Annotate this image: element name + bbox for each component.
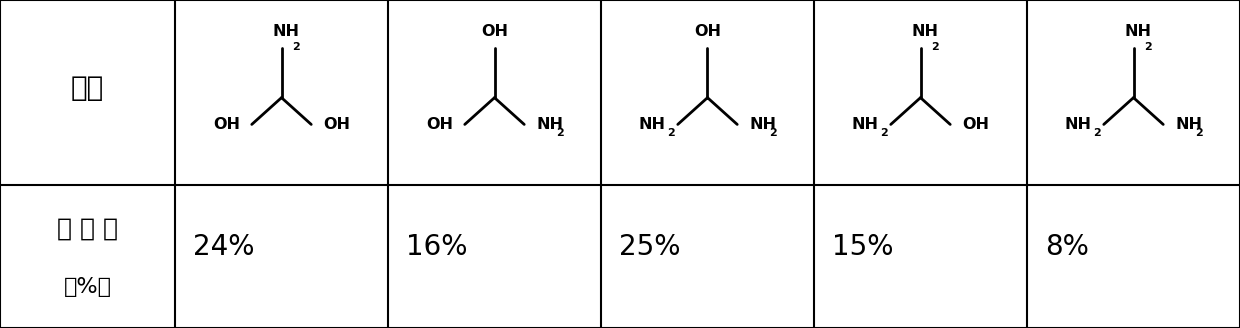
- Text: NH: NH: [852, 117, 879, 132]
- Text: 24%: 24%: [193, 233, 254, 261]
- Text: OH: OH: [213, 117, 239, 132]
- Text: 2: 2: [769, 128, 776, 138]
- Text: 产物: 产物: [71, 74, 104, 102]
- Text: OH: OH: [962, 117, 990, 132]
- Text: NH: NH: [1176, 117, 1203, 132]
- Text: 2: 2: [1194, 128, 1203, 138]
- Text: OH: OH: [425, 117, 453, 132]
- Text: 15%: 15%: [832, 233, 894, 261]
- Text: NH: NH: [536, 117, 563, 132]
- Text: NH: NH: [1065, 117, 1091, 132]
- Text: 8%: 8%: [1045, 233, 1089, 261]
- Text: 25%: 25%: [619, 233, 681, 261]
- Text: 2: 2: [291, 42, 300, 52]
- Text: 16%: 16%: [405, 233, 467, 261]
- Text: NH: NH: [749, 117, 776, 132]
- Text: NH: NH: [1125, 24, 1152, 39]
- Text: 2: 2: [667, 128, 675, 138]
- Text: OH: OH: [481, 24, 508, 39]
- Text: 选 择 性: 选 择 性: [57, 217, 118, 241]
- Text: 2: 2: [931, 42, 939, 52]
- Text: OH: OH: [694, 24, 720, 39]
- Text: 2: 2: [1145, 42, 1152, 52]
- Text: NH: NH: [639, 117, 666, 132]
- Text: OH: OH: [324, 117, 350, 132]
- Text: 2: 2: [879, 128, 888, 138]
- Text: NH: NH: [273, 24, 300, 39]
- Text: （%）: （%）: [63, 277, 112, 297]
- Text: 2: 2: [556, 128, 563, 138]
- Text: NH: NH: [911, 24, 939, 39]
- Text: 2: 2: [1092, 128, 1101, 138]
